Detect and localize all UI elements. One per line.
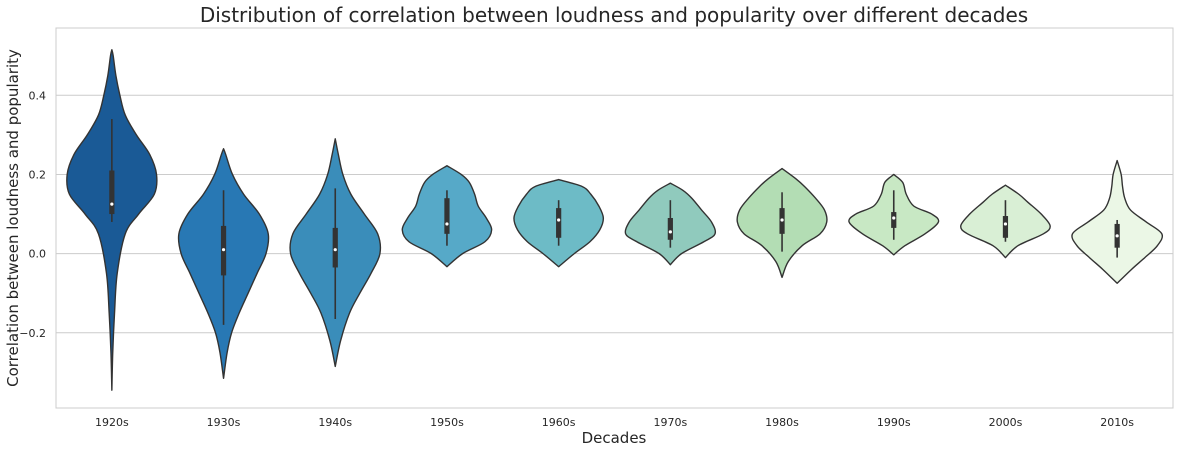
x-axis-label: Decades bbox=[582, 429, 647, 447]
x-tick-label: 1960s bbox=[542, 416, 576, 429]
x-tick-label: 1990s bbox=[877, 416, 911, 429]
violin-median bbox=[445, 222, 449, 226]
violin-2000s bbox=[960, 184, 1051, 259]
chart-title: Distribution of correlation between loud… bbox=[200, 3, 1028, 27]
y-tick-label: −0.2 bbox=[19, 327, 46, 340]
y-tick-label: 0.4 bbox=[29, 89, 47, 102]
violin-iqr-box bbox=[444, 198, 450, 234]
violin-iqr-box bbox=[556, 208, 562, 238]
violin-median bbox=[110, 202, 114, 206]
violin-1930s bbox=[177, 148, 270, 380]
y-tick-label: 0.2 bbox=[29, 168, 47, 181]
x-tick-label: 1920s bbox=[95, 416, 129, 429]
violin-median bbox=[1115, 234, 1119, 238]
violins bbox=[66, 49, 1164, 391]
violin-iqr-box bbox=[109, 170, 115, 215]
violin-iqr-box bbox=[332, 227, 338, 268]
x-tick-labels: 1920s 1930s 1940s 1950s 1960s 1970s 1980s 1990s… bbox=[95, 416, 1134, 429]
x-tick-label: 1940s bbox=[318, 416, 352, 429]
violin-median bbox=[668, 230, 672, 234]
violin-median bbox=[780, 218, 784, 222]
x-tick-label: 1950s bbox=[430, 416, 464, 429]
x-tick-label: 1980s bbox=[765, 416, 799, 429]
violin-1980s bbox=[736, 167, 828, 279]
violin-1920s bbox=[66, 49, 158, 391]
violin-median bbox=[333, 248, 337, 252]
violin-median bbox=[892, 216, 896, 220]
violin-iqr-box bbox=[667, 218, 673, 240]
x-tick-label: 1930s bbox=[207, 416, 241, 429]
x-tick-label: 2010s bbox=[1100, 416, 1134, 429]
violin-median bbox=[557, 218, 561, 222]
violin-median bbox=[1003, 222, 1008, 226]
x-tick-label: 1970s bbox=[653, 416, 687, 429]
violin-1960s bbox=[513, 178, 605, 268]
violin-iqr-box bbox=[891, 212, 897, 228]
violin-1990s bbox=[848, 173, 940, 256]
violin-2010s bbox=[1071, 159, 1164, 285]
violin-1970s bbox=[624, 182, 717, 266]
y-tick-labels: −0.2 0.0 0.2 0.4 bbox=[19, 89, 47, 340]
violin-1940s bbox=[289, 138, 382, 368]
violin-median bbox=[221, 248, 226, 252]
y-axis-label: Correlation between loudness and popular… bbox=[4, 49, 22, 387]
violin-iqr-box bbox=[1002, 216, 1009, 238]
violin-1950s bbox=[401, 165, 493, 268]
y-tick-label: 0.0 bbox=[29, 248, 47, 261]
x-tick-label: 2000s bbox=[989, 416, 1023, 429]
